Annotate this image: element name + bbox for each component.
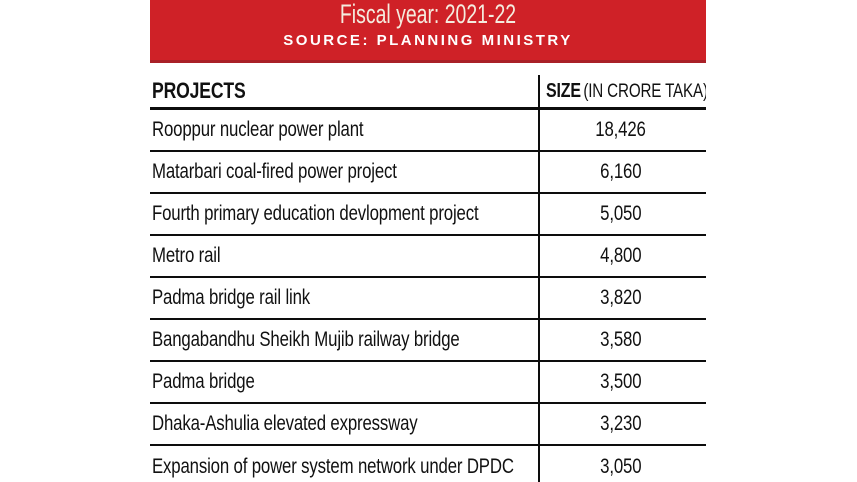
project-size: 5,050 bbox=[600, 202, 642, 225]
table-row: Padma bridge rail link 3,820 bbox=[150, 278, 706, 320]
project-name: Dhaka-Ashulia elevated expressway bbox=[152, 412, 418, 435]
project-name: Metro rail bbox=[152, 244, 221, 267]
project-size: 3,050 bbox=[600, 455, 642, 478]
table-row: Fourth primary education devlopment proj… bbox=[150, 194, 706, 236]
project-name: Matarbari coal-fired power project bbox=[152, 160, 397, 183]
projects-table: PROJECTS SIZE (IN CRORE TAKA) Rooppur nu… bbox=[150, 75, 706, 482]
table-row: Metro rail 4,800 bbox=[150, 236, 706, 278]
project-size-cell: 3,050 bbox=[538, 455, 704, 479]
project-name: Fourth primary education devlopment proj… bbox=[152, 202, 479, 225]
project-name-cell: Expansion of power system network under … bbox=[150, 455, 538, 479]
project-size-cell: 3,230 bbox=[538, 412, 704, 436]
project-size-cell: 6,160 bbox=[538, 160, 704, 184]
project-name-cell: Rooppur nuclear power plant bbox=[150, 118, 538, 142]
project-size: 3,230 bbox=[600, 412, 642, 435]
size-column-header: SIZE (IN CRORE TAKA) bbox=[538, 79, 706, 103]
project-name-cell: Matarbari coal-fired power project bbox=[150, 160, 538, 184]
project-name-cell: Bangabandhu Sheikh Mujib railway bridge bbox=[150, 328, 538, 352]
size-header-label: SIZE bbox=[546, 79, 581, 102]
project-size-cell: 3,500 bbox=[538, 370, 704, 394]
project-name-cell: Padma bridge bbox=[150, 370, 538, 394]
project-size: 4,800 bbox=[600, 244, 642, 267]
project-name: Padma bridge bbox=[152, 370, 255, 393]
project-size-cell: 3,820 bbox=[538, 286, 704, 310]
banner: Fiscal year: 2021-22 SOURCE: PLANNING MI… bbox=[150, 0, 706, 63]
project-name-cell: Padma bridge rail link bbox=[150, 286, 538, 310]
table-row: Rooppur nuclear power plant 18,426 bbox=[150, 110, 706, 152]
project-name-cell: Fourth primary education devlopment proj… bbox=[150, 202, 538, 226]
project-size-cell: 18,426 bbox=[538, 118, 704, 142]
project-size: 3,580 bbox=[600, 328, 642, 351]
project-size-cell: 4,800 bbox=[538, 244, 704, 268]
project-size: 18,426 bbox=[595, 118, 647, 141]
project-name: Rooppur nuclear power plant bbox=[152, 118, 364, 141]
project-size-cell: 5,050 bbox=[538, 202, 704, 226]
table-header-row: PROJECTS SIZE (IN CRORE TAKA) bbox=[150, 75, 706, 110]
project-size-cell: 3,580 bbox=[538, 328, 704, 352]
projects-header-label: PROJECTS bbox=[152, 78, 246, 103]
table-row: Dhaka-Ashulia elevated expressway 3,230 bbox=[150, 404, 706, 446]
table-row: Matarbari coal-fired power project 6,160 bbox=[150, 152, 706, 194]
column-divider-line bbox=[538, 75, 540, 482]
banner-source: SOURCE: PLANNING MINISTRY bbox=[283, 32, 573, 49]
project-size: 3,500 bbox=[600, 370, 642, 393]
size-header-unit-label: (IN CRORE TAKA) bbox=[583, 80, 706, 102]
project-size: 6,160 bbox=[600, 160, 642, 183]
projects-column-header: PROJECTS bbox=[150, 78, 538, 104]
project-name: Expansion of power system network under … bbox=[152, 455, 514, 478]
project-size: 3,820 bbox=[600, 286, 642, 309]
project-name: Bangabandhu Sheikh Mujib railway bridge bbox=[152, 328, 460, 351]
banner-title: Fiscal year: 2021-22 bbox=[339, 0, 517, 29]
project-name: Padma bridge rail link bbox=[152, 286, 311, 309]
table-row: Expansion of power system network under … bbox=[150, 446, 706, 482]
project-name-cell: Metro rail bbox=[150, 244, 538, 268]
table-row: Bangabandhu Sheikh Mujib railway bridge … bbox=[150, 320, 706, 362]
project-name-cell: Dhaka-Ashulia elevated expressway bbox=[150, 412, 538, 436]
table-row: Padma bridge 3,500 bbox=[150, 362, 706, 404]
